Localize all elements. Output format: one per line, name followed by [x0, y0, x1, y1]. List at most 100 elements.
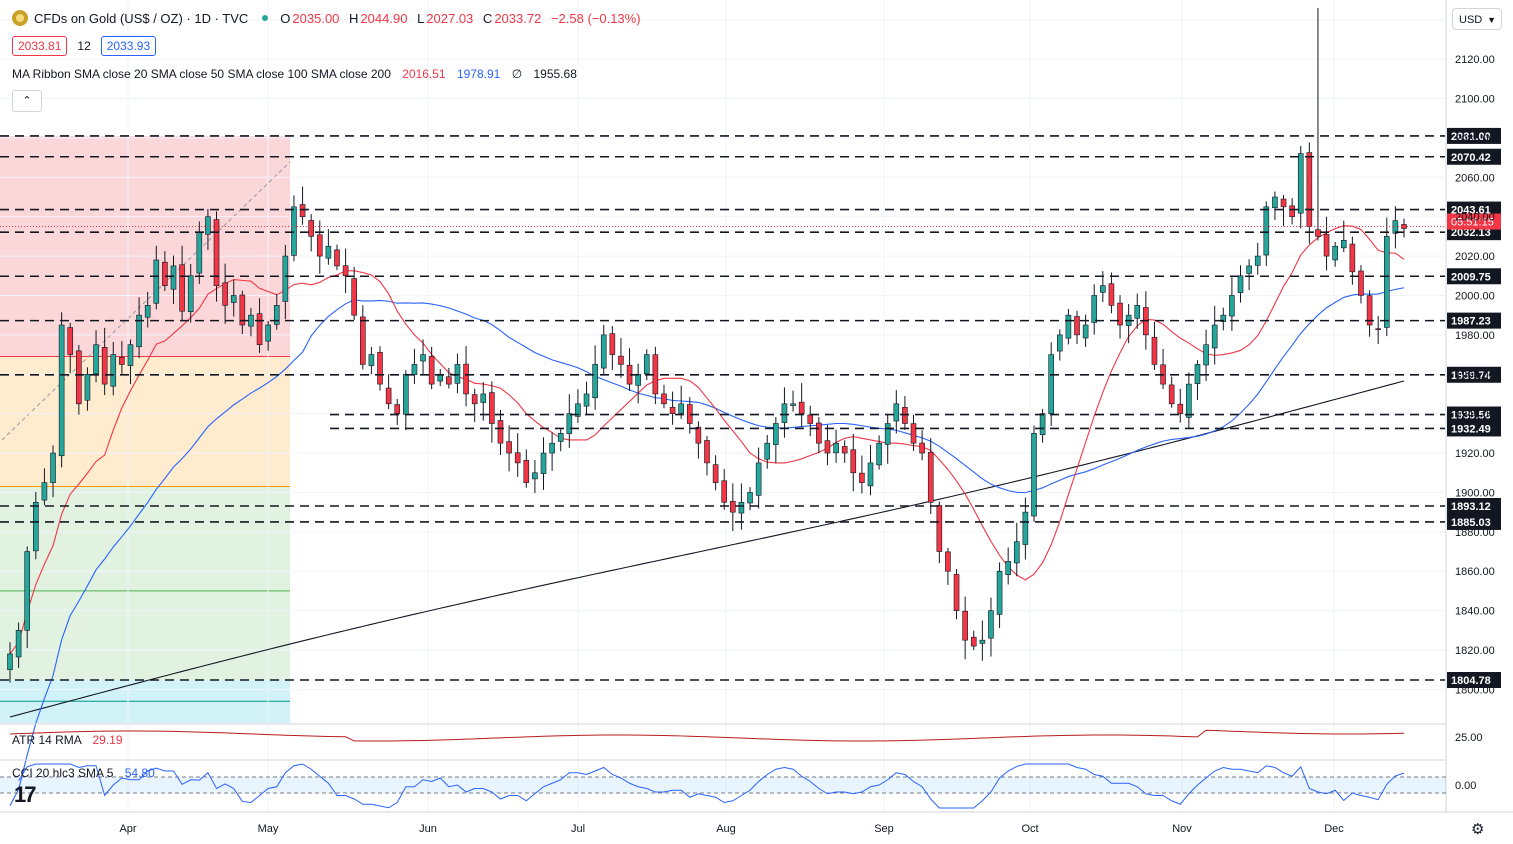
ask-button[interactable]: 2033.93 — [100, 36, 157, 56]
candle-body — [773, 423, 779, 445]
cci-pane: 0.00 — [0, 759, 1476, 809]
candle — [678, 385, 684, 419]
candle-body — [1013, 541, 1020, 564]
candle — [67, 322, 74, 374]
candle — [1005, 547, 1011, 585]
candle-body — [816, 422, 822, 444]
candle — [265, 320, 271, 351]
candle — [1160, 348, 1166, 390]
candle — [730, 483, 736, 532]
candle — [669, 391, 676, 425]
candle-body — [1246, 265, 1252, 274]
candle — [24, 546, 31, 649]
symbol-title[interactable]: CFDs on Gold (US$ / OZ) · 1D · TVC — [34, 10, 249, 26]
market-open-icon — [262, 15, 269, 21]
fib-zone-0 — [0, 135, 290, 357]
candle — [368, 346, 375, 375]
open-value: 2035.00 — [292, 10, 340, 26]
sma-20-path — [9, 225, 1405, 655]
candle — [798, 383, 805, 428]
candle — [1392, 206, 1399, 249]
candle-body — [704, 440, 710, 464]
candle-body — [471, 394, 478, 405]
ohlc-values: O 2035.00 H 2044.90 L 2027.03 C 2033.72 −2.5… — [280, 11, 642, 26]
candle-body — [1306, 152, 1313, 227]
candle-body — [884, 423, 891, 445]
sma-200-line — [9, 380, 1405, 718]
ma-ribbon-legend[interactable]: MA Ribbon SMA close 20 SMA close 50 SMA … — [12, 67, 577, 81]
candle — [996, 562, 1003, 629]
candle — [385, 374, 392, 410]
candle-body — [489, 392, 495, 424]
candle-body — [428, 356, 435, 385]
candle-body — [1074, 316, 1080, 336]
countdown-label: 05:51:15 — [1451, 217, 1494, 229]
candle — [316, 220, 323, 274]
candle-body — [1340, 240, 1347, 249]
tradingview-logo-icon[interactable]: 17 — [14, 782, 37, 807]
candle — [187, 264, 194, 323]
price-tick-label: 1900.00 — [1455, 487, 1495, 499]
candle — [437, 369, 444, 387]
atr-legend[interactable]: ATR 14 RMA 29.19 — [12, 733, 123, 747]
candlestick-series[interactable] — [7, 7, 1407, 683]
candle — [600, 324, 607, 375]
time-axis[interactable]: Apr May Jun Jul Aug Sep Oct Nov Dec — [0, 811, 1513, 835]
candle-body — [179, 264, 185, 312]
candle-body — [1375, 328, 1381, 331]
candle-body — [1366, 295, 1373, 326]
candle-body — [790, 403, 796, 406]
candle — [127, 339, 134, 385]
candle — [1263, 201, 1270, 267]
level-label: 2070.42 — [1447, 148, 1501, 165]
candle — [764, 434, 771, 469]
candle-body — [506, 441, 512, 454]
candle-body — [850, 449, 857, 474]
level-label: 1987.23 — [1447, 312, 1501, 329]
currency-select[interactable]: USD ▼ — [1452, 8, 1502, 30]
cci-legend[interactable]: CCI 20 hlc3 SMA 5 54.80 — [12, 766, 155, 780]
candle — [1246, 259, 1252, 290]
candle-body — [213, 219, 220, 286]
candle-body — [1005, 561, 1011, 575]
candle-body — [1134, 305, 1141, 319]
level-label-box — [1447, 312, 1501, 329]
candle — [205, 209, 211, 250]
candle — [84, 367, 91, 411]
candle — [15, 622, 22, 668]
candle — [790, 390, 796, 412]
candle-body — [101, 347, 108, 385]
price-axis[interactable]: 2081.002070.422043.612032.132009.751987.… — [1445, 0, 1501, 812]
candle — [308, 214, 314, 252]
candle-body — [334, 249, 340, 267]
gear-icon[interactable]: ⚙ — [1471, 821, 1485, 838]
candle-body — [635, 373, 641, 386]
candle-body — [1031, 433, 1037, 517]
candle — [721, 469, 728, 510]
candle — [506, 425, 512, 472]
time-tick-label: Oct — [1021, 823, 1038, 835]
candle-body — [1297, 153, 1304, 214]
candle-body — [575, 403, 581, 417]
candle — [910, 414, 917, 451]
candle-body — [273, 305, 280, 325]
candle — [824, 424, 831, 466]
candle-body — [549, 442, 555, 454]
price-tick-label: 1860.00 — [1455, 566, 1495, 578]
low-label: L — [417, 10, 425, 26]
level-label: 1932.49 — [1447, 420, 1501, 437]
candle-body — [721, 480, 728, 503]
collapse-legend-button[interactable]: ⌃ — [12, 90, 42, 112]
candle-body — [600, 334, 607, 369]
candle — [1254, 242, 1261, 275]
candle-body — [420, 354, 426, 362]
candle-body — [695, 426, 702, 444]
candle — [902, 396, 908, 430]
candle-body — [41, 482, 48, 501]
change-value: −2.58 (−0.13%) — [550, 10, 641, 26]
bid-button[interactable]: 2033.81 — [12, 36, 68, 56]
level-label: 2081.00 — [1447, 127, 1501, 144]
candle-body — [162, 261, 168, 286]
candle — [1186, 372, 1192, 429]
